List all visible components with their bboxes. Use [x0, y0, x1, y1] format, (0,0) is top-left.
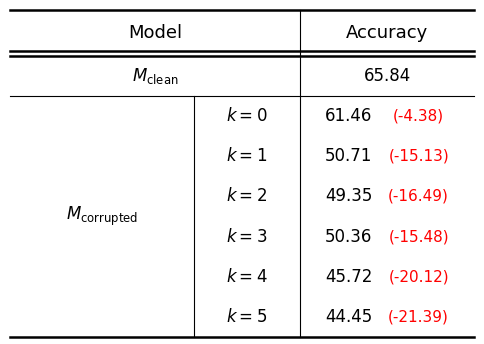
Text: $k = 0$: $k = 0$ — [226, 107, 268, 125]
Text: (-16.49): (-16.49) — [388, 189, 449, 204]
Text: (-4.38): (-4.38) — [393, 109, 444, 123]
Text: (-21.39): (-21.39) — [388, 310, 449, 324]
Text: Model: Model — [128, 24, 182, 42]
Text: $M_{\mathrm{clean}}$: $M_{\mathrm{clean}}$ — [132, 66, 178, 86]
Text: 49.35: 49.35 — [325, 187, 372, 205]
Text: (-15.48): (-15.48) — [388, 229, 449, 244]
Text: 50.36: 50.36 — [325, 228, 372, 246]
Text: $k = 1$: $k = 1$ — [226, 147, 268, 165]
Text: $k = 4$: $k = 4$ — [226, 268, 268, 286]
Text: $M_{\mathrm{corrupted}}$: $M_{\mathrm{corrupted}}$ — [65, 205, 138, 228]
Text: (-15.13): (-15.13) — [388, 149, 449, 164]
Text: 61.46: 61.46 — [325, 107, 372, 125]
Text: 65.84: 65.84 — [363, 67, 411, 85]
Text: $k = 2$: $k = 2$ — [227, 187, 267, 205]
Text: 44.45: 44.45 — [325, 308, 372, 326]
Text: (-20.12): (-20.12) — [388, 269, 449, 284]
Text: $k = 5$: $k = 5$ — [227, 308, 267, 326]
Text: 50.71: 50.71 — [325, 147, 372, 165]
Text: Accuracy: Accuracy — [346, 24, 428, 42]
Text: $k = 3$: $k = 3$ — [226, 228, 268, 246]
Text: 45.72: 45.72 — [325, 268, 372, 286]
